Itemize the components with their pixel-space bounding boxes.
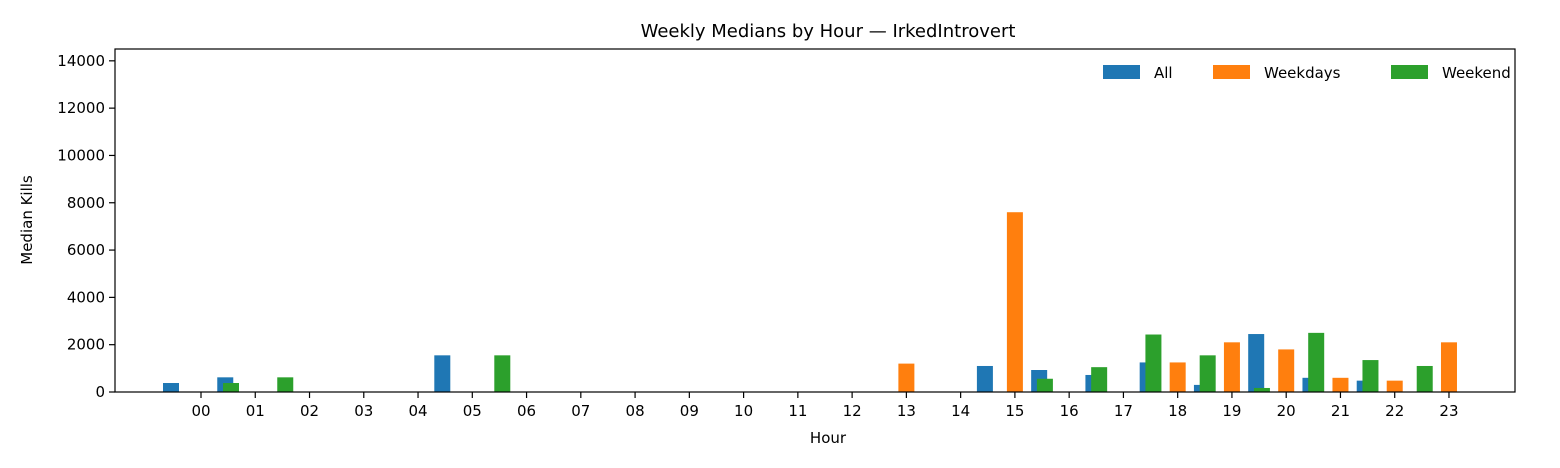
x-tick-label: 21 (1331, 402, 1350, 420)
y-tick-label: 4000 (67, 288, 105, 306)
bar-weekdays-23 (1440, 342, 1457, 392)
bar-weekdays-15 (1006, 212, 1023, 392)
bar-weekdays-21 (1332, 377, 1349, 392)
bar-weekdays-13 (898, 363, 915, 392)
x-tick-label: 15 (1005, 402, 1024, 420)
x-axis-label: Hour (810, 429, 847, 447)
bar-weekend-22 (1416, 365, 1433, 392)
bar-weekend-15 (1036, 378, 1053, 392)
bar-weekend-01 (277, 377, 294, 392)
x-tick-label: 11 (788, 402, 807, 420)
legend-swatch-weekend (1391, 65, 1428, 79)
bar-weekdays-22 (1386, 380, 1403, 392)
y-tick-label: 0 (95, 383, 105, 401)
x-tick-label: 10 (734, 402, 753, 420)
y-axis: 0 2000 4000 6000 8000 10000 12000 14000 (57, 52, 115, 401)
x-tick-label: 23 (1439, 402, 1458, 420)
bar-all-00 (163, 383, 179, 392)
bar-all-15 (976, 365, 993, 392)
bar-weekend-05 (494, 355, 511, 392)
bar-weekend-16 (1091, 367, 1108, 392)
bar-weekend-19 (1253, 387, 1270, 392)
y-tick-label: 2000 (67, 336, 105, 354)
bar-weekdays-18 (1169, 362, 1186, 392)
x-tick-label: 13 (897, 402, 916, 420)
x-tick-label: 08 (626, 402, 645, 420)
chart-title: Weekly Medians by Hour — IrkedIntrovert (641, 21, 1016, 42)
y-tick-label: 10000 (57, 146, 105, 164)
x-tick-label: 00 (191, 402, 210, 420)
x-tick-label: 18 (1168, 402, 1187, 420)
y-tick-label: 6000 (67, 241, 105, 259)
bar-weekdays-19 (1223, 342, 1240, 392)
bar-weekend-00 (223, 383, 239, 392)
bar-all-20 (1248, 334, 1265, 392)
bar-weekend-21 (1362, 360, 1379, 392)
legend-label-weekend: Weekend (1442, 64, 1511, 82)
x-tick-label: 01 (246, 402, 265, 420)
x-tick-label: 22 (1385, 402, 1404, 420)
legend-label-all: All (1154, 64, 1173, 82)
x-tick-label: 07 (571, 402, 590, 420)
x-tick-label: 14 (951, 402, 970, 420)
x-tick-label: 09 (680, 402, 699, 420)
bar-weekend-18 (1199, 355, 1216, 392)
legend: All Weekdays Weekend (1103, 64, 1511, 82)
plot-area (163, 212, 1457, 392)
x-axis: 00 01 02 03 04 05 06 07 08 09 10 11 12 13 14 15 16 17 18 19… (191, 392, 1459, 420)
plot-frame (114, 48, 1516, 393)
bar-weekend-17 (1145, 334, 1162, 392)
legend-swatch-all (1103, 65, 1140, 79)
x-tick-label: 06 (517, 402, 536, 420)
y-axis-label: Median Kills (18, 175, 36, 265)
y-tick-label: 12000 (57, 99, 105, 117)
x-tick-label: 02 (300, 402, 319, 420)
bar-weekend-20 (1308, 332, 1325, 392)
x-tick-label: 17 (1114, 402, 1133, 420)
bar-weekdays-20 (1278, 349, 1295, 392)
y-tick-label: 8000 (67, 194, 105, 212)
bar-all-05 (434, 355, 451, 392)
x-tick-label: 20 (1277, 402, 1296, 420)
x-tick-label: 16 (1060, 402, 1079, 420)
x-tick-label: 05 (463, 402, 482, 420)
x-tick-label: 19 (1222, 402, 1241, 420)
legend-swatch-weekdays (1213, 65, 1250, 79)
x-tick-label: 04 (408, 402, 427, 420)
y-tick-label: 14000 (57, 52, 105, 70)
x-tick-label: 12 (843, 402, 862, 420)
legend-label-weekdays: Weekdays (1264, 64, 1341, 82)
x-tick-label: 03 (354, 402, 373, 420)
